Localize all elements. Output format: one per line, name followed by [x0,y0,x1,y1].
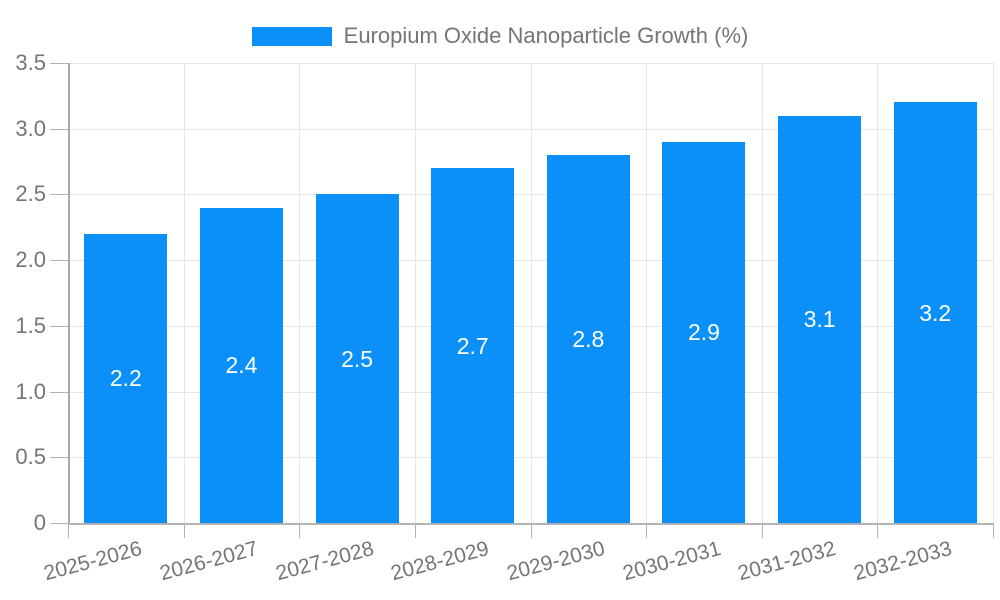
x-axis-tick [68,523,69,538]
y-axis-tick [50,523,68,524]
y-axis-tick [50,63,68,64]
bar-value-label: 2.7 [456,332,489,359]
x-axis-tick [761,523,763,538]
bar-value-label: 2.9 [687,319,720,346]
x-axis-label: 2026-2027 [157,537,261,586]
y-axis-label: 1.5 [15,312,46,338]
bar [199,207,283,523]
bar-value-label: 2.4 [225,352,258,379]
gridline-v [877,63,879,523]
y-axis-tick [50,260,68,262]
y-axis-label: 3.5 [15,50,46,75]
gridline-v [414,63,416,523]
legend: Europium Oxide Nanoparticle Growth (%) [0,23,1000,48]
x-axis-tick [299,523,301,538]
y-axis-label: 2.5 [15,181,46,207]
x-axis-tick [646,523,648,538]
bar [662,141,746,523]
y-axis-label: 0.5 [15,444,46,470]
x-axis-tick [877,523,879,538]
y-axis-label: 1.0 [15,378,46,404]
y-axis-label: 2.0 [15,247,46,273]
x-axis-line [68,523,993,525]
y-axis-tick [50,128,68,130]
bar [546,155,630,523]
bar-value-label: 2.2 [109,365,142,392]
x-axis-label: 2031-2032 [735,537,839,586]
y-axis-label: 3.0 [15,115,46,141]
bar-value-label: 2.8 [572,326,605,352]
x-axis-label: 2025-2026 [41,537,145,586]
y-axis-label: 0 [33,510,46,535]
y-axis-line [68,63,70,523]
y-axis-tick [50,325,68,327]
gridline-v [646,63,648,523]
gridline-v [530,63,532,523]
x-axis-tick [414,523,416,538]
plot-area: 0 0.5 1.0 1.5 2.0 2.5 3.0 3.5 2.2 2.4 2.5 2.7 2.8 2.9… [15,50,994,585]
y-axis-tick [50,194,68,196]
x-axis-tick [183,523,185,538]
x-axis-label: 2028-2029 [388,537,492,586]
bar [431,168,515,523]
gridline-v [993,63,994,523]
x-axis-tick [530,523,532,538]
x-axis-label: 2027-2028 [273,537,377,586]
bar [893,102,977,523]
bar-value-label: 3.1 [803,306,836,333]
gridline-v [183,63,185,523]
gridline-v [299,63,301,523]
y-axis-tick [50,457,68,459]
bar [778,115,862,523]
x-axis-tick [993,523,994,538]
bar [315,194,399,523]
x-axis-label: 2030-2031 [619,537,723,586]
legend-label: Europium Oxide Nanoparticle Growth (%) [343,23,749,48]
bar-value-label: 3.2 [919,299,952,326]
gridline-v [761,63,763,523]
x-axis-label: 2032-2033 [851,537,955,586]
bar-value-label: 2.5 [341,345,374,372]
y-axis-tick [50,391,68,393]
x-axis-label: 2029-2030 [504,537,608,586]
legend-swatch [251,26,332,46]
bar [84,233,168,523]
